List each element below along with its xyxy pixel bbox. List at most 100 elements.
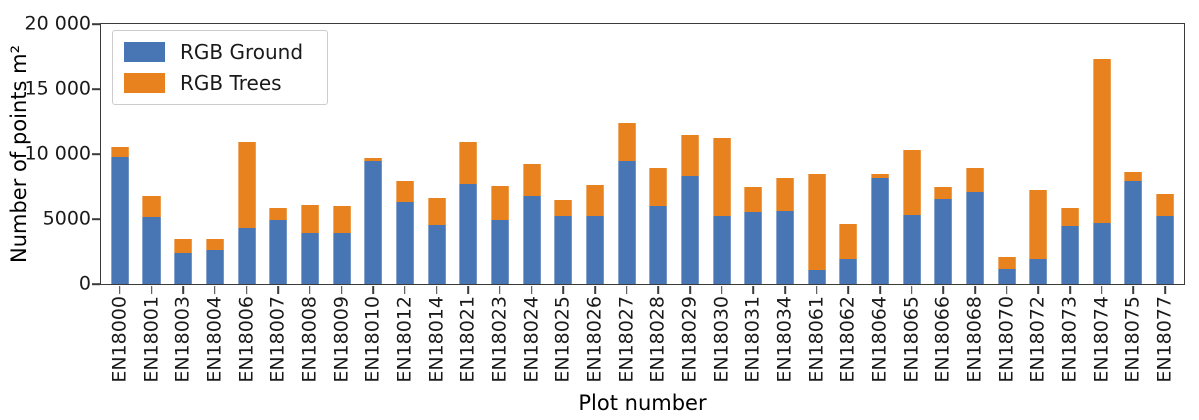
x-tick-mark: [689, 285, 691, 294]
stacked-bar: [997, 24, 1016, 284]
bar-group-EN18031: EN18031: [737, 24, 769, 383]
bar-segment-rgb-ground: [870, 178, 889, 284]
legend-label-ground: RGB Ground: [180, 40, 304, 64]
x-tick-label: EN18012: [393, 296, 416, 383]
x-tick-label: EN18065: [900, 296, 923, 383]
x-tick-label: EN18001: [140, 296, 162, 383]
bar-segment-rgb-trees: [110, 146, 129, 158]
bar-segment-rgb-ground: [1060, 226, 1080, 284]
stacked-bar: [1029, 24, 1048, 284]
stacked-bar: [237, 24, 256, 284]
y-tick-label: 15 000: [24, 77, 91, 100]
bar-group-EN18066: EN18066: [927, 24, 959, 383]
bar-group-EN18012: EN18012: [389, 24, 421, 383]
x-tick-label: EN18073: [1058, 296, 1081, 383]
stacked-bar: [300, 24, 319, 284]
bar-group-EN18026: EN18026: [579, 24, 611, 383]
stacked-bar: [617, 24, 636, 284]
stacked-bar: [142, 24, 161, 284]
x-tick-label: EN18023: [488, 296, 511, 383]
bar-segment-rgb-ground: [427, 224, 446, 284]
stacked-bar: [205, 24, 224, 284]
bar-group-EN18028: EN18028: [642, 24, 674, 383]
legend-swatch-ground-icon: [124, 42, 165, 62]
x-tick-mark: [150, 285, 153, 294]
stacked-bar: [680, 24, 699, 284]
bar-segment-rgb-ground: [585, 215, 604, 284]
stacked-bar: [174, 24, 193, 284]
bar-segment-rgb-trees: [585, 184, 604, 216]
x-tick-mark: [1037, 285, 1040, 294]
bar-segment-rgb-trees: [965, 168, 984, 192]
x-tick-mark: [277, 285, 279, 294]
bar-group-EN18034: EN18034: [769, 24, 801, 383]
bar-group-EN18009: EN18009: [326, 24, 358, 383]
bar-group-EN18075: EN18075: [1118, 24, 1150, 383]
x-tick-mark: [720, 285, 723, 294]
x-tick-mark: [562, 285, 565, 294]
x-tick-mark: [784, 285, 786, 294]
x-tick-label: EN18034: [773, 296, 796, 383]
bar-segment-rgb-trees: [522, 164, 541, 196]
x-tick-label: EN18009: [330, 296, 353, 383]
stacked-bar: [712, 24, 731, 284]
bar-segment-rgb-trees: [269, 207, 288, 221]
bar-segment-rgb-ground: [490, 219, 509, 284]
bar-segment-rgb-ground: [554, 216, 573, 284]
bar-group-EN18062: EN18062: [832, 24, 864, 383]
bar-segment-rgb-ground: [269, 220, 288, 284]
stacked-bar: [1060, 24, 1080, 284]
x-tick-mark: [879, 285, 881, 294]
bar-segment-rgb-trees: [775, 178, 794, 211]
x-tick-mark: [1164, 285, 1166, 294]
bar-segment-rgb-ground: [965, 191, 984, 284]
y-tick-mark: [91, 153, 100, 155]
y-tick-label: 10 000: [24, 142, 91, 165]
bar-segment-rgb-ground: [459, 183, 478, 284]
stacked-bar: [427, 24, 446, 284]
y-tick-mark: [91, 88, 100, 90]
bars: EN18000 EN18001 EN18003 EN18004 EN18006 EN180…: [101, 24, 1184, 383]
legend: RGB Ground RGB Trees: [112, 30, 329, 105]
bar-segment-rgb-trees: [934, 187, 953, 199]
legend-item-trees: RGB Trees: [124, 73, 303, 93]
bar-segment-rgb-ground: [522, 196, 541, 284]
bar-segment-rgb-trees: [1029, 190, 1048, 260]
x-tick-mark: [847, 285, 850, 294]
bar-segment-rgb-ground: [744, 211, 763, 284]
bar-group-EN18073: EN18073: [1054, 24, 1086, 383]
x-tick-mark: [1005, 285, 1008, 294]
bar-group-EN18061: EN18061: [801, 24, 833, 383]
bar-group-EN18064: EN18064: [864, 24, 896, 383]
legend-label-trees: RGB Trees: [180, 71, 282, 95]
bar-segment-rgb-trees: [744, 186, 763, 212]
x-tick-mark: [594, 285, 596, 294]
x-tick-mark: [119, 285, 121, 294]
x-tick-mark: [910, 285, 913, 294]
x-tick-label: EN18072: [1026, 296, 1049, 383]
bar-group-EN18027: EN18027: [611, 24, 643, 383]
x-tick-label: EN18003: [171, 296, 194, 383]
bar-segment-rgb-trees: [1060, 207, 1080, 227]
bar-segment-rgb-trees: [142, 195, 161, 218]
x-tick-label: EN18029: [678, 296, 701, 383]
bar-segment-rgb-ground: [934, 198, 953, 284]
stacked-bar: [1124, 24, 1143, 284]
x-axis-title: Plot number: [578, 391, 707, 415]
bar-segment-rgb-trees: [395, 181, 414, 203]
bar-group-EN18008: EN18008: [294, 24, 326, 383]
x-tick-label: EN18075: [1121, 296, 1144, 383]
bar-segment-rgb-ground: [997, 269, 1016, 284]
bar-group-EN18070: EN18070: [991, 24, 1023, 383]
bar-segment-rgb-trees: [332, 206, 351, 234]
x-tick-mark: [245, 285, 248, 294]
bar-group-EN18074: EN18074: [1086, 24, 1118, 383]
bar-segment-rgb-ground: [1092, 222, 1111, 284]
legend-item-ground: RGB Ground: [124, 42, 303, 62]
x-tick-mark: [657, 285, 660, 294]
x-tick-label: EN18014: [425, 296, 448, 383]
bar-group-EN18024: EN18024: [516, 24, 548, 383]
x-tick-label: EN18021: [456, 296, 479, 383]
x-tick-label: EN18028: [646, 296, 669, 383]
